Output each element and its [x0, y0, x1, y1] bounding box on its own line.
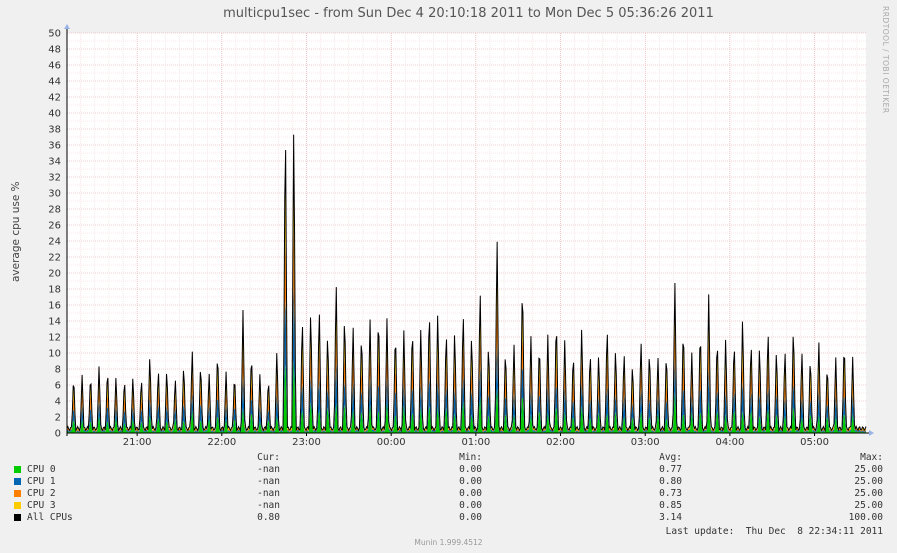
- legend-row-cpu3: CPU 3 -nan 0.00 0.85 25.00: [0, 500, 897, 512]
- legend-header-max: Max:: [860, 452, 883, 463]
- area-cpu1: [67, 284, 866, 433]
- legend-avg: 0.73: [659, 488, 682, 499]
- legend-row-cpu0: CPU 0 -nan 0.00 0.77 25.00: [0, 464, 897, 476]
- y-tick-label: 12: [48, 333, 61, 344]
- y-tick-label: 50: [48, 29, 61, 40]
- y-ticks: 0246810121416182022242628303234363840424…: [48, 29, 61, 440]
- legend-max: 25.00: [854, 464, 883, 475]
- y-tick-label: 28: [48, 205, 61, 216]
- plot-area: [67, 33, 866, 433]
- y-tick-label: 40: [48, 109, 61, 120]
- legend-min: 0.00: [459, 476, 482, 487]
- y-tick-label: 22: [48, 253, 61, 264]
- y-tick-label: 48: [48, 45, 61, 56]
- legend-row-cpu1: CPU 1 -nan 0.00 0.80 25.00: [0, 476, 897, 488]
- legend-row-cpu2: CPU 2 -nan 0.00 0.73 25.00: [0, 488, 897, 500]
- y-tick-label: 26: [48, 221, 61, 232]
- legend-avg: 3.14: [659, 512, 682, 523]
- legend-header-cur: Cur:: [257, 452, 280, 463]
- legend-swatch-cpu0: [14, 466, 21, 473]
- y-tick-label: 16: [48, 301, 61, 312]
- x-tick-label: 01:00: [461, 437, 490, 448]
- y-tick-label: 38: [48, 125, 61, 136]
- legend-avg: 0.80: [659, 476, 682, 487]
- legend-name: CPU 3: [27, 500, 56, 511]
- last-update: Last update: Thu Dec 8 22:34:11 2011: [665, 526, 883, 537]
- legend-name: All CPUs: [27, 512, 73, 523]
- x-tick-label: 03:00: [631, 437, 660, 448]
- legend-name: CPU 0: [27, 464, 56, 475]
- line-all-cpus: [66, 134, 867, 433]
- legend-min: 0.00: [459, 500, 482, 511]
- legend-avg: 0.85: [659, 500, 682, 511]
- x-tick-label: 21:00: [123, 437, 152, 448]
- series-areas: [66, 134, 867, 433]
- legend-min: 0.00: [459, 512, 482, 523]
- y-tick-label: 6: [55, 381, 61, 392]
- y-tick-label: 30: [48, 189, 61, 200]
- legend-header-avg: Avg:: [659, 452, 682, 463]
- area-cpu0: [67, 360, 866, 433]
- y-tick-label: 32: [48, 173, 61, 184]
- legend-swatch-cpu2: [14, 490, 21, 497]
- y-tick-label: 20: [48, 269, 61, 280]
- x-tick-label: 22:00: [207, 437, 236, 448]
- x-ticks: 21:00 22:00 23:00 00:00 01:00 02:00 03:00 04:00…: [123, 437, 829, 448]
- legend-min: 0.00: [459, 488, 482, 499]
- y-tick-label: 18: [48, 285, 61, 296]
- legend-max: 25.00: [854, 476, 883, 487]
- legend-header: Cur: Min: Avg: Max:: [0, 452, 897, 464]
- x-tick-label: 23:00: [292, 437, 321, 448]
- grid: [67, 32, 866, 434]
- x-axis-arrow: [869, 430, 874, 436]
- legend-swatch-cpu3: [14, 502, 21, 509]
- y-tick-label: 34: [48, 157, 61, 168]
- legend-max: 100.00: [848, 512, 883, 523]
- x-tick-label: 04:00: [715, 437, 744, 448]
- legend-max: 25.00: [854, 500, 883, 511]
- x-tick-label: 00:00: [377, 437, 406, 448]
- munin-version: Munin 1.999.4512: [414, 538, 483, 547]
- y-tick-label: 46: [48, 61, 61, 72]
- axes: [64, 24, 874, 436]
- legend-swatch-all: [14, 514, 21, 521]
- x-tick-label: 02:00: [546, 437, 575, 448]
- legend-cur: 0.80: [257, 512, 280, 523]
- legend-cur: -nan: [257, 488, 280, 499]
- x-tick-label: 05:00: [800, 437, 829, 448]
- legend-cur: -nan: [257, 476, 280, 487]
- y-axis-arrow: [64, 24, 70, 29]
- y-tick-label: 36: [48, 141, 61, 152]
- y-tick-label: 0: [55, 429, 61, 440]
- y-tick-label: 24: [48, 237, 61, 248]
- legend-row-all: All CPUs 0.80 0.00 3.14 100.00: [0, 512, 897, 524]
- y-tick-label: 42: [48, 93, 61, 104]
- y-tick-label: 14: [48, 317, 61, 328]
- legend-cur: -nan: [257, 500, 280, 511]
- rrdtool-watermark: RRDTOOL / TOBI OETIKER: [881, 6, 890, 114]
- y-tick-label: 8: [55, 365, 61, 376]
- y-tick-label: 44: [48, 77, 61, 88]
- y-tick-label: 2: [55, 413, 61, 424]
- legend-cur: -nan: [257, 464, 280, 475]
- chart-plot: 0246810121416182022242628303234363840424…: [48, 24, 874, 448]
- chart-title: multicpu1sec - from Sun Dec 4 20:10:18 2…: [223, 6, 714, 21]
- legend-max: 25.00: [854, 488, 883, 499]
- legend-min: 0.00: [459, 464, 482, 475]
- legend-name: CPU 1: [27, 476, 56, 487]
- legend-avg: 0.77: [659, 464, 682, 475]
- legend-header-min: Min:: [459, 452, 482, 463]
- legend-swatch-cpu1: [14, 478, 21, 485]
- y-tick-label: 4: [55, 397, 61, 408]
- legend-name: CPU 2: [27, 488, 56, 499]
- y-tick-label: 10: [48, 349, 61, 360]
